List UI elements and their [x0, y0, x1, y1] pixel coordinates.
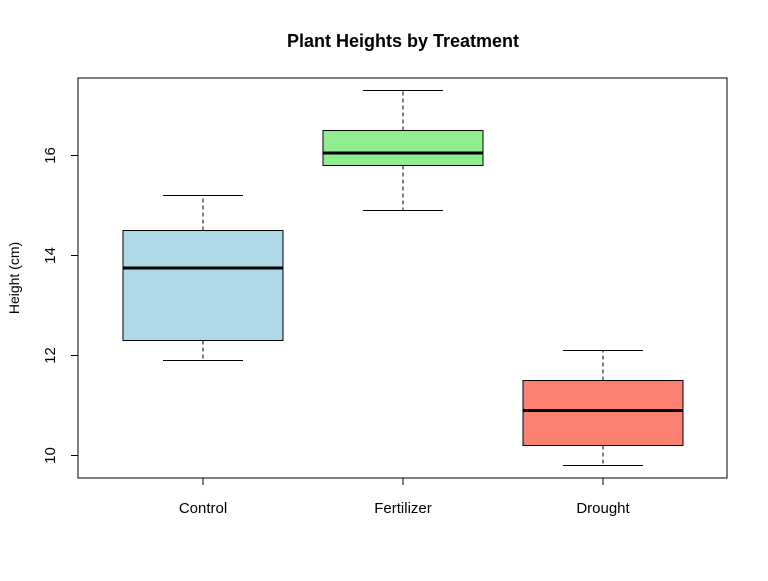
- y-axis-label: Height (cm): [6, 242, 22, 314]
- box-drought: [522, 380, 684, 446]
- box-fertilizer: [322, 130, 484, 166]
- x-tick-label: Control: [179, 500, 227, 517]
- x-tick-label: Fertilizer: [374, 500, 432, 517]
- y-tick-label: 14: [42, 247, 59, 264]
- x-tick-label: Drought: [576, 500, 630, 517]
- y-tick-label: 12: [42, 347, 59, 364]
- chart-title: Plant Heights by Treatment: [287, 31, 519, 51]
- y-tick-label: 10: [42, 447, 59, 464]
- chart-marks: 10 12 14 16 Control Fertilizer Drought: [42, 90, 684, 517]
- box-control: [122, 230, 284, 341]
- y-tick-label: 16: [42, 147, 59, 164]
